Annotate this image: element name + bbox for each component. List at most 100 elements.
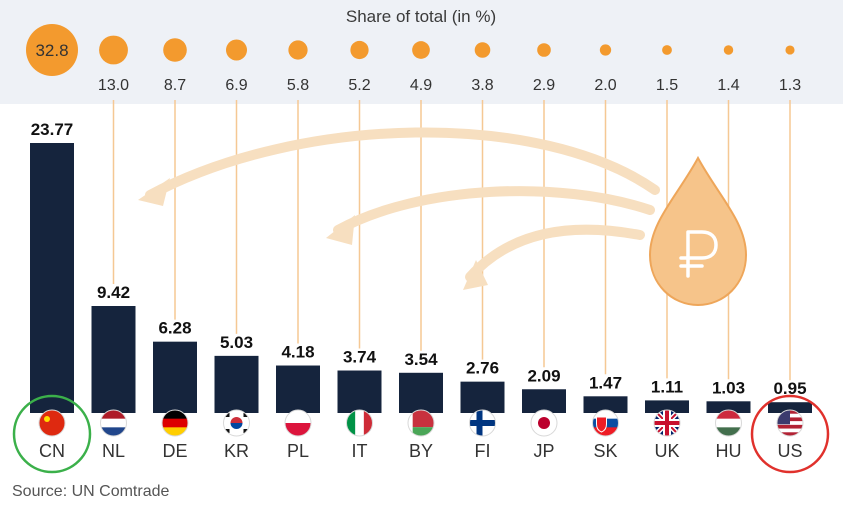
category-label: KR [224, 441, 249, 461]
flag-sun [538, 417, 550, 429]
category-label: CN [39, 441, 65, 461]
share-value-label: 13.0 [98, 77, 129, 94]
category-labels: CN NL DE KR PL IT BY FI JP SK UK HU US [39, 441, 803, 461]
flag-border [223, 409, 250, 437]
flag-stripe [100, 427, 127, 436]
share-bubble [723, 45, 734, 55]
flag-stripe [162, 410, 188, 420]
flag-body [654, 410, 680, 436]
bar [399, 372, 443, 413]
flag-taeguk-red [230, 417, 243, 423]
south-korea-flag-icon [223, 409, 250, 437]
bar [30, 143, 74, 413]
bar-value-label: 0.95 [773, 379, 806, 398]
share-bubble [288, 40, 308, 60]
bar-value-label: 1.11 [651, 377, 683, 396]
share-bubble [412, 41, 430, 59]
flag-body [531, 410, 557, 436]
flag-stripe [408, 410, 434, 428]
flag-body [346, 410, 373, 436]
uk-flag-icon [653, 409, 681, 437]
flag-body [39, 410, 65, 436]
share-labels: 32.8 13.0 8.7 6.9 5.8 5.2 4.9 3.8 2.9 2.0 1.5 1.4 1.… [35, 41, 801, 94]
bar-value-label: 4.18 [281, 343, 314, 362]
flag-stripe [162, 418, 188, 428]
flag-stripe [363, 410, 373, 436]
flag-border [715, 409, 742, 437]
flag-stripe [715, 418, 742, 428]
flag-trigram [225, 429, 230, 433]
bar [583, 396, 628, 413]
share-value-label: 32.8 [35, 41, 68, 60]
flag-body [777, 410, 803, 436]
flow-arrow-head [326, 215, 355, 245]
flag-stripe [162, 427, 188, 436]
us-flag-icon [776, 409, 804, 437]
share-bubble [99, 35, 128, 65]
flag-ornament [408, 410, 413, 436]
flag-taeguk-blue [230, 423, 243, 429]
flag-stripe [346, 410, 356, 436]
share-value-label: 4.9 [410, 77, 432, 94]
bar-value-label: 23.77 [31, 120, 74, 139]
flag-body [408, 410, 434, 436]
flag-body [715, 410, 742, 436]
bar-value-label: 3.54 [404, 350, 438, 369]
share-bubble [350, 40, 369, 60]
share-value-label: 6.9 [225, 77, 247, 94]
flag-stripe [777, 428, 803, 433]
belarus-flag-icon [407, 409, 435, 437]
flag-stripe [592, 427, 619, 436]
flag-trigram [243, 429, 248, 433]
hungary-flag-icon [715, 409, 742, 437]
flag-border [100, 409, 127, 437]
china-flag-icon [38, 409, 66, 437]
flow-arrow [465, 224, 645, 282]
flag-body [100, 410, 127, 436]
bar [645, 400, 689, 413]
share-bubbles [26, 24, 795, 76]
bar [460, 381, 505, 413]
source-note: Source: UN Comtrade [12, 483, 169, 500]
flag-body [469, 410, 496, 436]
slovakia-flag-icon [592, 409, 619, 437]
flag-border [346, 409, 373, 437]
bar-value-label: 2.09 [527, 366, 560, 385]
share-value-label: 1.5 [656, 77, 678, 94]
flag-body [162, 410, 188, 436]
share-bubble [163, 38, 187, 62]
bar-value-label: 5.03 [220, 333, 253, 352]
flow-arrow [333, 186, 655, 235]
bar-value-label: 1.47 [589, 373, 622, 392]
category-label: UK [654, 441, 679, 461]
bar-value-label: 2.76 [466, 359, 499, 378]
bar [522, 389, 566, 413]
category-label: US [777, 441, 802, 461]
bar-value-label: 1.03 [712, 378, 745, 397]
share-value-label: 5.2 [348, 77, 370, 94]
category-label: DE [162, 441, 187, 461]
bar [214, 355, 259, 413]
bar [337, 370, 382, 413]
highlight-circle [12, 394, 92, 474]
share-bubble [785, 45, 795, 55]
category-label: FI [475, 441, 491, 461]
germany-flag-icon [161, 409, 189, 437]
bar [153, 341, 197, 413]
category-label: SK [593, 441, 617, 461]
flag-stripe [592, 410, 619, 420]
flag-border [592, 409, 619, 437]
flag-border [530, 409, 558, 437]
share-bubble [662, 45, 672, 55]
flag-stripe [355, 410, 365, 436]
share-bubble [225, 39, 248, 61]
bar-value-label: 3.74 [343, 348, 377, 367]
category-label: BY [409, 441, 433, 461]
category-label: HU [716, 441, 742, 461]
share-bubble [599, 44, 612, 56]
highlight-circles [12, 394, 830, 474]
flow-arrows [138, 127, 660, 290]
flag-body [223, 410, 250, 436]
flag-shield [596, 416, 607, 433]
